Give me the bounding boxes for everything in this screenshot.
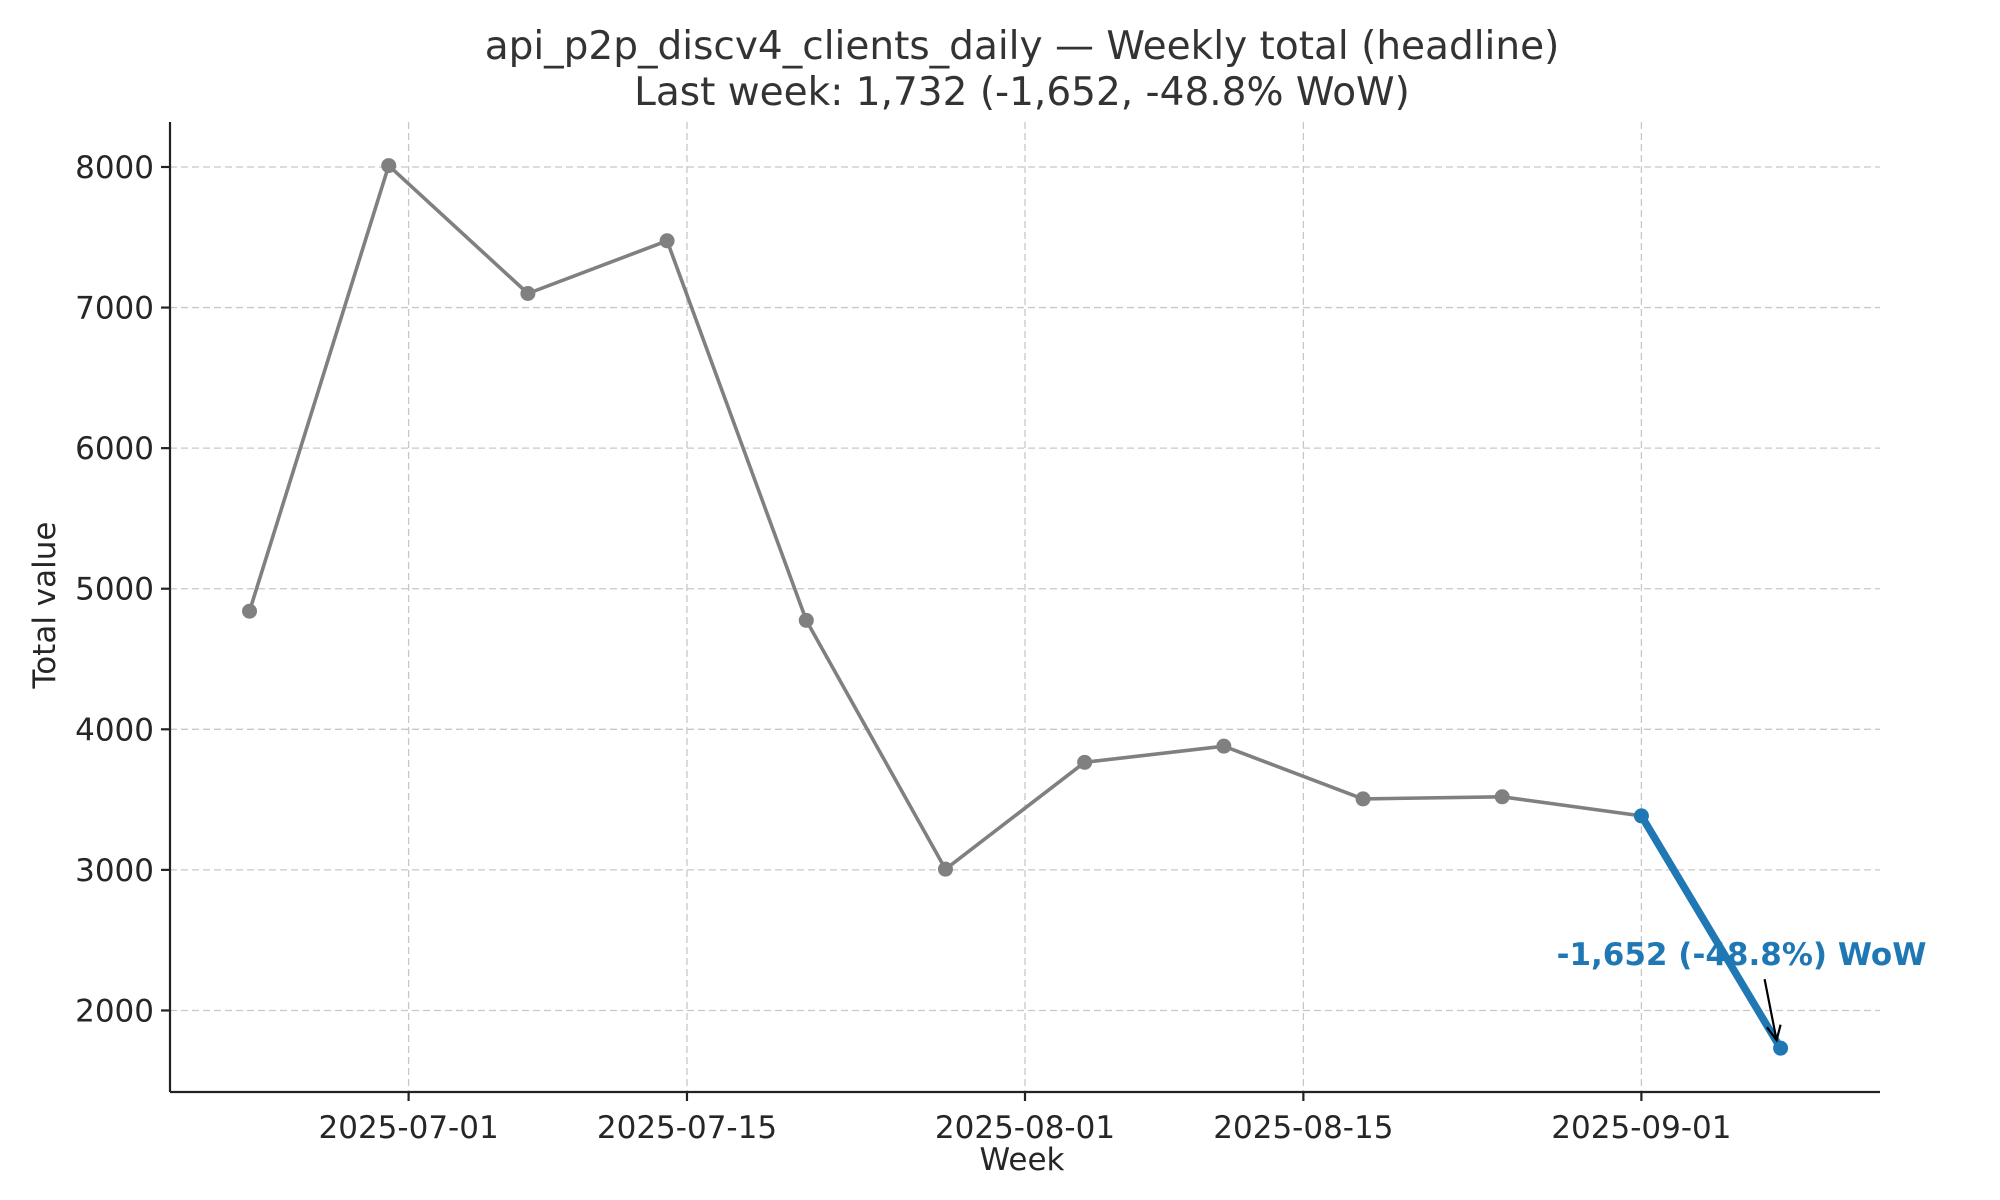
x-tick-label: 2025-08-15 (1213, 1110, 1393, 1146)
x-tick-label: 2025-07-15 (597, 1110, 777, 1146)
chart-subtitle: Last week: 1,732 (-1,652, -48.8% WoW) (634, 70, 1410, 115)
y-axis-label: Total value (27, 522, 63, 690)
y-tick-label: 8000 (75, 150, 154, 186)
data-point (1773, 1040, 1789, 1056)
data-point (520, 286, 536, 302)
annotation-arrow (1763, 978, 1778, 1041)
y-tick-label: 5000 (75, 572, 154, 608)
y-tick-label: 7000 (75, 291, 154, 327)
series (242, 158, 1789, 1056)
last-week-segment (1637, 812, 1785, 1052)
y-tick-label: 4000 (75, 712, 154, 748)
data-point (659, 233, 675, 249)
data-point (1077, 754, 1093, 770)
chart-title: api_p2p_discv4_clients_daily — Weekly to… (485, 24, 1560, 69)
y-tick-label: 3000 (75, 853, 154, 889)
annotation: -1,652 (-48.8%) WoW (1557, 937, 1927, 1043)
data-point (1355, 791, 1371, 807)
annotation-label: -1,652 (-48.8%) WoW (1557, 937, 1927, 973)
data-point (798, 612, 814, 628)
data-point (937, 861, 953, 877)
data-point (1494, 789, 1510, 805)
annotation-arrow-head (1766, 1024, 1782, 1043)
data-point (381, 158, 397, 174)
y-tick-label: 6000 (75, 431, 154, 467)
y-tick-label: 2000 (75, 993, 154, 1029)
axes: 2000 3000 4000 5000 6000 7000 8000 2025-07-01 20… (75, 122, 1880, 1146)
x-tick-label: 2025-08-01 (935, 1110, 1115, 1146)
x-tick-label: 2025-09-01 (1551, 1110, 1731, 1146)
x-axis-label: Week (980, 1142, 1065, 1178)
data-point (1633, 808, 1649, 824)
data-point (1216, 738, 1232, 754)
data-point (242, 603, 258, 619)
series-line (247, 163, 1642, 871)
grid (170, 122, 1880, 1092)
x-tick-label: 2025-07-01 (319, 1110, 499, 1146)
